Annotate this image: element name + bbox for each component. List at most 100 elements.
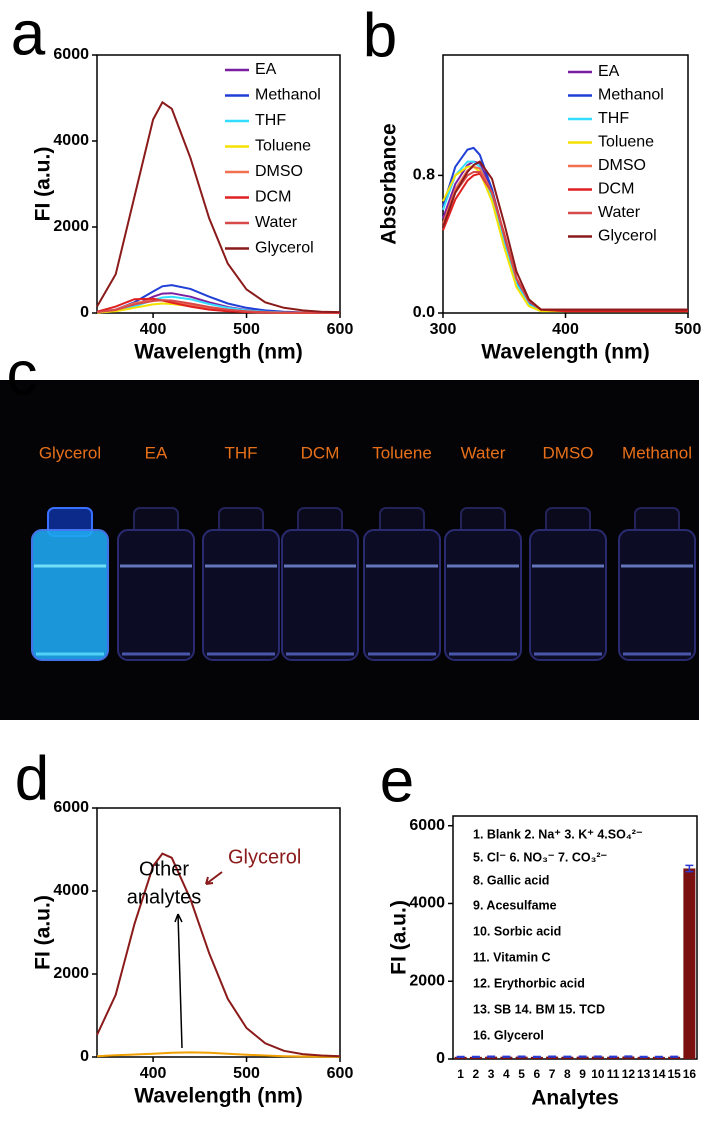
error-bar xyxy=(639,1055,648,1058)
error-bar xyxy=(563,1055,572,1058)
y-tick-label: 4000 xyxy=(53,132,89,149)
vial-body xyxy=(117,529,195,661)
vial-label: EA xyxy=(145,443,168,462)
x-tick-label: 400 xyxy=(140,321,167,338)
x-tick-label: 10 xyxy=(591,1067,605,1081)
y-axis-label: FI (a.u.) xyxy=(32,895,55,970)
series-line xyxy=(96,1051,341,1058)
vial-label: THF xyxy=(224,443,257,462)
error-bar xyxy=(609,1055,618,1058)
error-bar xyxy=(517,1055,526,1058)
plot-frame xyxy=(96,54,341,314)
x-tick-label: 500 xyxy=(675,321,702,338)
error-bar xyxy=(487,1055,496,1058)
series-line xyxy=(442,160,688,311)
legend-note: 10. Sorbic acid xyxy=(473,924,561,938)
y-tick-label: 4000 xyxy=(409,895,445,912)
bar xyxy=(591,1056,604,1059)
legend-note: 1. Blank 2. Na⁺ 3. K⁺ 4.SO₄²⁻ xyxy=(473,827,643,841)
x-axis-label: Wavelength (nm) xyxy=(134,1085,302,1108)
legend-label: Water xyxy=(255,214,298,231)
plot-frame xyxy=(96,807,341,1058)
vial-body xyxy=(31,529,109,661)
legend-note: 13. SB 14. BM 15. TCD xyxy=(473,1002,605,1016)
x-tick-label: 400 xyxy=(140,1065,167,1082)
error-bar xyxy=(624,1055,633,1058)
x-axis-label: Wavelength (nm) xyxy=(134,341,302,364)
y-tick-label: 6000 xyxy=(53,799,89,816)
legend-label: EA xyxy=(255,61,277,78)
vial-label: DCM xyxy=(301,443,340,462)
legend-label: Toluene xyxy=(598,134,654,151)
x-axis-label: Wavelength (nm) xyxy=(481,341,649,364)
vial-body xyxy=(618,529,696,661)
x-tick-label: 4 xyxy=(503,1067,510,1081)
x-tick-label: 500 xyxy=(233,321,260,338)
legend-label: Methanol xyxy=(255,87,321,104)
legend-label: EA xyxy=(598,63,620,80)
annotation-arrow xyxy=(174,913,183,1049)
x-tick-label: 15 xyxy=(667,1067,681,1081)
x-tick-label: 7 xyxy=(549,1067,556,1081)
legend-label: Toluene xyxy=(255,138,311,155)
annotation: analytes xyxy=(127,886,202,908)
legend-label: Glycerol xyxy=(255,240,314,257)
legend-note: 12. Erythorbic acid xyxy=(473,976,585,990)
vial-body xyxy=(281,529,359,661)
x-tick-label: 12 xyxy=(622,1067,636,1081)
vial-label: DMSO xyxy=(543,443,594,462)
y-tick-label: 6000 xyxy=(409,817,445,834)
annotation: Other xyxy=(139,858,189,880)
x-tick-label: 400 xyxy=(552,321,579,338)
panel-label: e xyxy=(380,746,414,815)
x-tick-label: 1 xyxy=(457,1067,464,1081)
legend-note: 16. Glycerol xyxy=(473,1028,544,1042)
vial-label: Methanol xyxy=(622,443,692,462)
y-axis-label: FI (a.u.) xyxy=(388,900,411,975)
error-bar xyxy=(471,1055,480,1058)
legend-label: DCM xyxy=(255,189,291,206)
series-line xyxy=(96,852,341,1058)
x-tick-label: 8 xyxy=(564,1067,571,1081)
y-tick-label: 0 xyxy=(80,304,89,321)
bar xyxy=(576,1056,589,1059)
legend-note: 8. Gallic acid xyxy=(473,873,549,887)
x-tick-label: 11 xyxy=(607,1067,620,1081)
legend-label: DMSO xyxy=(598,157,646,174)
legend-label: Glycerol xyxy=(598,228,657,245)
legend-label: DCM xyxy=(598,181,634,198)
error-bar xyxy=(578,1055,587,1058)
y-tick-label: 2000 xyxy=(53,965,89,982)
annotation: Glycerol xyxy=(228,846,301,868)
y-tick-label: 0 xyxy=(80,1048,89,1065)
bar xyxy=(546,1056,559,1059)
legend-label: Water xyxy=(598,204,641,221)
bar xyxy=(683,868,696,1059)
x-tick-label: 3 xyxy=(488,1067,495,1081)
y-tick-label: 4000 xyxy=(53,882,89,899)
bar xyxy=(515,1056,528,1059)
legend-label: Methanol xyxy=(598,87,664,104)
error-bar xyxy=(456,1055,465,1058)
error-bar xyxy=(654,1055,663,1058)
panel-label: d xyxy=(15,744,49,813)
error-bar xyxy=(502,1055,511,1058)
panel-label: b xyxy=(363,1,397,70)
legend-note: 9. Acesulfame xyxy=(473,898,557,912)
vial-body xyxy=(529,529,607,661)
y-tick-label: 6000 xyxy=(53,46,89,63)
error-bar xyxy=(670,1055,679,1058)
y-axis-label: Absorbance xyxy=(378,123,401,244)
y-tick-label: 0 xyxy=(436,1050,445,1067)
error-bar xyxy=(593,1055,602,1058)
x-tick-label: 600 xyxy=(327,1065,354,1082)
series-line xyxy=(96,100,341,314)
error-bar xyxy=(532,1055,541,1058)
series-line xyxy=(96,299,340,314)
vial-body xyxy=(444,529,522,661)
vial-body xyxy=(363,529,441,661)
plot-frame xyxy=(452,815,698,1060)
vial-label: Glycerol xyxy=(39,443,101,462)
panel-label: c xyxy=(7,339,38,408)
